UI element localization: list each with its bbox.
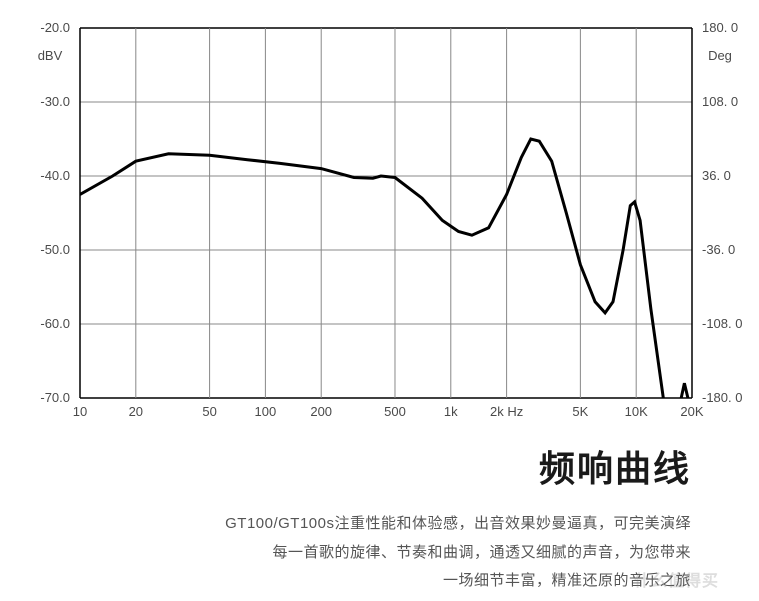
svg-text:500: 500 <box>384 404 406 419</box>
svg-text:-108. 0: -108. 0 <box>702 316 742 331</box>
desc-line-3: 一场细节丰富，精准还原的音乐之旅 <box>225 567 691 596</box>
svg-text:Deg: Deg <box>708 48 732 63</box>
svg-text:-50.0: -50.0 <box>40 242 70 257</box>
svg-text:-36. 0: -36. 0 <box>702 242 735 257</box>
svg-text:-40.0: -40.0 <box>40 168 70 183</box>
text-block: 频响曲线 GT100/GT100s注重性能和体验感，出音效果妙曼逼真，可完美演绎… <box>225 440 691 596</box>
desc-line-1: GT100/GT100s注重性能和体验感，出音效果妙曼逼真，可完美演绎 <box>225 510 691 539</box>
svg-text:dBV: dBV <box>38 48 63 63</box>
figure-container: -70.0 -180. 0 -60.0 -108. 0 -50.0 -36. 0 -40.0… <box>0 0 759 601</box>
svg-text:10: 10 <box>73 404 87 419</box>
chart-title: 频响曲线 <box>225 440 691 492</box>
svg-text:36. 0: 36. 0 <box>702 168 731 183</box>
svg-text:200: 200 <box>310 404 332 419</box>
svg-text:50: 50 <box>202 404 216 419</box>
svg-text:100: 100 <box>255 404 277 419</box>
svg-text:-20.0: -20.0 <box>40 20 70 35</box>
svg-text:180. 0: 180. 0 <box>702 20 738 35</box>
svg-text:-180. 0: -180. 0 <box>702 390 742 405</box>
svg-text:20K: 20K <box>680 404 703 419</box>
svg-text:-30.0: -30.0 <box>40 94 70 109</box>
svg-text:2k Hz: 2k Hz <box>490 404 523 419</box>
desc-line-2: 每一首歌的旋律、节奏和曲调，通透又细腻的声音，为您带来 <box>225 539 691 568</box>
frequency-response-chart: -70.0 -180. 0 -60.0 -108. 0 -50.0 -36. 0 -40.0… <box>0 18 759 418</box>
svg-text:20: 20 <box>129 404 143 419</box>
svg-text:10K: 10K <box>625 404 648 419</box>
svg-text:1k: 1k <box>444 404 458 419</box>
chart-description: GT100/GT100s注重性能和体验感，出音效果妙曼逼真，可完美演绎 每一首歌… <box>225 510 691 596</box>
svg-text:108. 0: 108. 0 <box>702 94 738 109</box>
svg-text:5K: 5K <box>572 404 588 419</box>
watermark: 什么值得买 <box>634 567 719 591</box>
svg-text:-60.0: -60.0 <box>40 316 70 331</box>
svg-text:-70.0: -70.0 <box>40 390 70 405</box>
